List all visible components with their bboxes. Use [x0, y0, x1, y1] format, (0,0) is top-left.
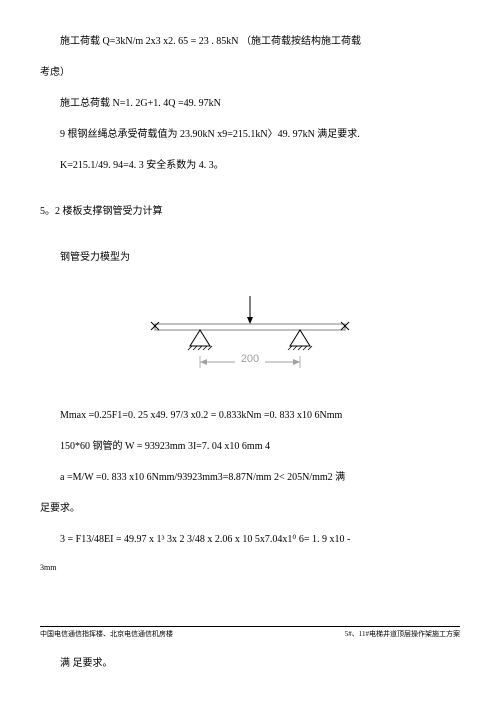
- paragraph-6: 150*60 钢管的 W = 93923mm 3I=7. 04 x10 6mm …: [40, 433, 460, 461]
- paragraph-8: 3 = F13/48EI = 49.97 x 1³ 3x 2 3/48 x 2.…: [40, 526, 460, 554]
- paragraph-2: 施工总荷载 N=1. 2G+1. 4Q =49. 97kN: [40, 90, 460, 118]
- paragraph-4: K=215.1/49. 94=4. 3 安全系数为 4. 3。: [40, 152, 460, 180]
- paragraph-1b: 考虑）: [40, 59, 460, 87]
- paragraph-8b: 3mm: [40, 557, 460, 579]
- bottom-text: 满 足要求。: [40, 654, 113, 669]
- diagram-container: 200: [40, 294, 460, 384]
- paragraph-5: Mmax =0.25F1=0. 25 x49. 97/3 x0.2 = 0.83…: [40, 402, 460, 430]
- footer-right: 5#、11#电梯井道顶层操作架施工方案: [345, 629, 460, 639]
- footer: 中国电信通信指挥楼、北京电信通信机房楼 5#、11#电梯井道顶层操作架施工方案: [40, 626, 460, 639]
- span-label: 200: [241, 353, 259, 365]
- beam-diagram: 200: [145, 294, 355, 384]
- subsection-label: 钢管受力模型为: [40, 244, 460, 272]
- paragraph-3: 9 根钢丝绳总承受荷载值为 23.90kN x9=215.1kN〉49. 97k…: [40, 121, 460, 149]
- section-title: 5。2 楼板支撑钢管受力计算: [40, 198, 460, 226]
- footer-left: 中国电信通信指挥楼、北京电信通信机房楼: [40, 629, 173, 639]
- paragraph-7b: 足要求。: [40, 495, 460, 523]
- paragraph-1: 施工荷载 Q=3kN/m 2x3 x2. 65 = 23 . 85kN （施工荷…: [40, 28, 460, 56]
- paragraph-7: a =M/W =0. 833 x10 6Nmm/93923mm3=8.87N/m…: [40, 464, 460, 492]
